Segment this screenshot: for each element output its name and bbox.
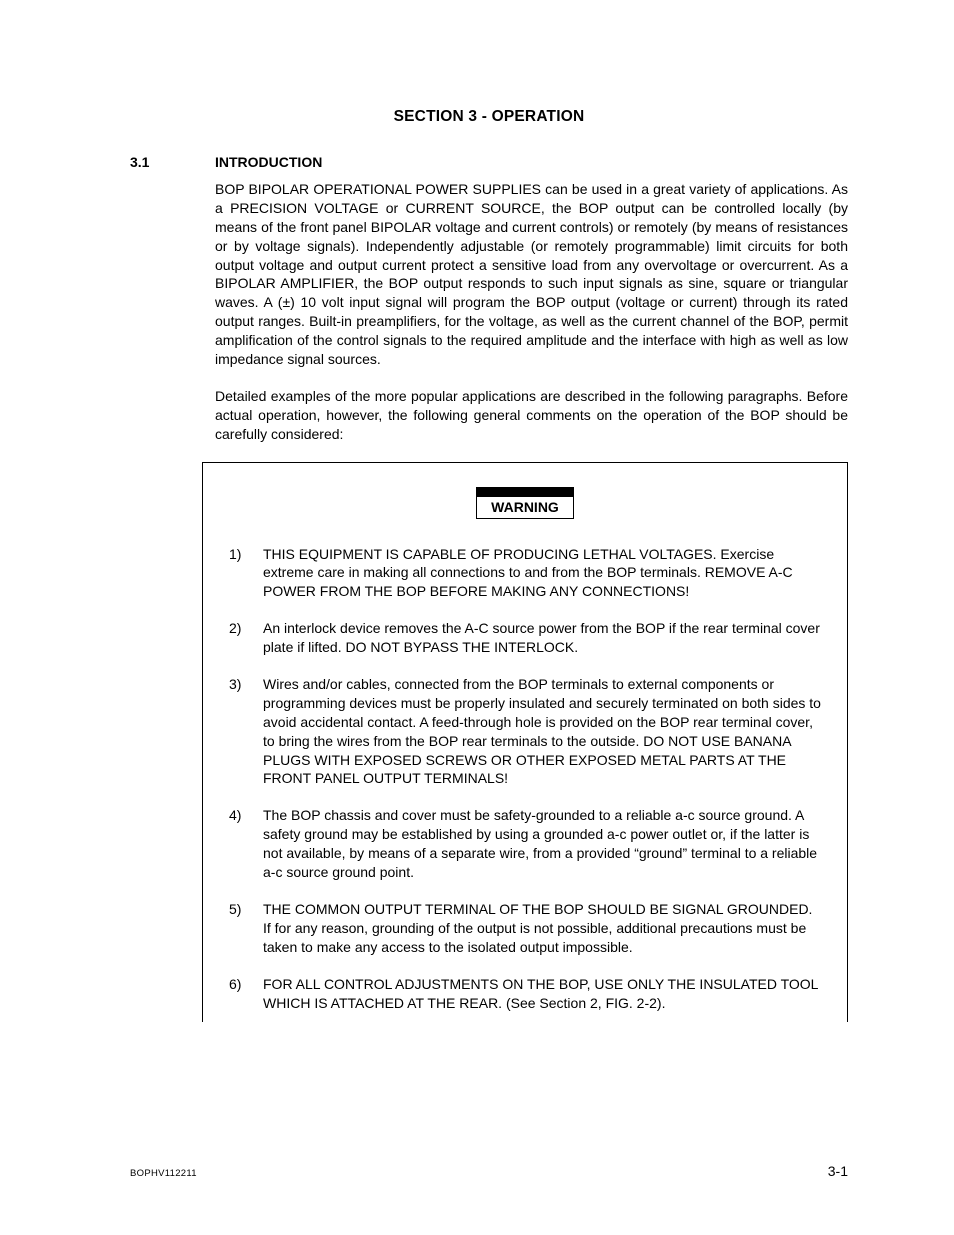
warning-list: 1) THIS EQUIPMENT IS CAPABLE OF PRODUCIN… xyxy=(229,545,821,1013)
warning-item-number: 3) xyxy=(229,675,263,788)
warning-label: WARNING xyxy=(476,487,574,519)
heading-number: 3.1 xyxy=(130,154,215,170)
heading-text: INTRODUCTION xyxy=(215,154,322,170)
footer-page-number: 3-1 xyxy=(828,1163,848,1179)
warning-item: 6) FOR ALL CONTROL ADJUSTMENTS ON THE BO… xyxy=(229,975,821,1013)
intro-paragraph-2: Detailed examples of the more popular ap… xyxy=(215,387,848,444)
warning-item-text: An interlock device removes the A-C sour… xyxy=(263,619,821,657)
warning-item: 1) THIS EQUIPMENT IS CAPABLE OF PRODUCIN… xyxy=(229,545,821,602)
warning-item-number: 5) xyxy=(229,900,263,957)
warning-item: 3) Wires and/or cables, connected from t… xyxy=(229,675,821,788)
warning-item-number: 1) xyxy=(229,545,263,602)
warning-label-wrap: WARNING xyxy=(229,487,821,519)
warning-item-number: 6) xyxy=(229,975,263,1013)
warning-item-number: 2) xyxy=(229,619,263,657)
warning-box: WARNING 1) THIS EQUIPMENT IS CAPABLE OF … xyxy=(202,462,848,1023)
page: SECTION 3 - OPERATION 3.1 INTRODUCTION B… xyxy=(0,0,954,1235)
warning-item-text: THIS EQUIPMENT IS CAPABLE OF PRODUCING L… xyxy=(263,545,821,602)
warning-item-text: Wires and/or cables, connected from the … xyxy=(263,675,821,788)
page-footer: BOPHV112211 3-1 xyxy=(130,1163,848,1179)
warning-item-text: FOR ALL CONTROL ADJUSTMENTS ON THE BOP, … xyxy=(263,975,821,1013)
footer-doc-id: BOPHV112211 xyxy=(130,1168,197,1179)
warning-item-text: The BOP chassis and cover must be safety… xyxy=(263,806,821,882)
warning-item: 2) An interlock device removes the A-C s… xyxy=(229,619,821,657)
intro-paragraph-1: BOP BIPOLAR OPERATIONAL POWER SUPPLIES c… xyxy=(215,180,848,369)
warning-item-text: THE COMMON OUTPUT TERMINAL OF THE BOP SH… xyxy=(263,900,821,957)
body-block: BOP BIPOLAR OPERATIONAL POWER SUPPLIES c… xyxy=(215,180,848,444)
heading-row: 3.1 INTRODUCTION xyxy=(130,154,848,170)
warning-item: 5) THE COMMON OUTPUT TERMINAL OF THE BOP… xyxy=(229,900,821,957)
section-title: SECTION 3 - OPERATION xyxy=(130,108,848,126)
warning-item: 4) The BOP chassis and cover must be saf… xyxy=(229,806,821,882)
warning-item-number: 4) xyxy=(229,806,263,882)
